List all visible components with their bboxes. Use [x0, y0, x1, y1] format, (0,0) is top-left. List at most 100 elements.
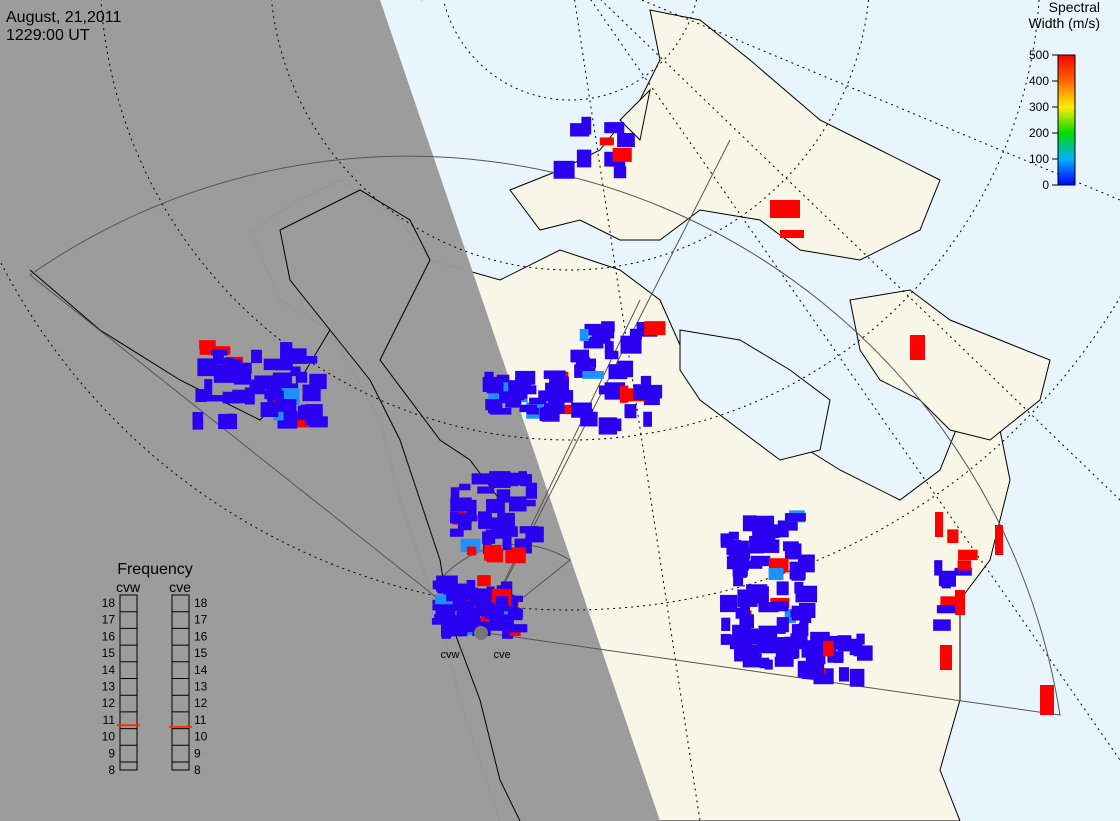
echo-cell [226, 413, 235, 422]
echo-cell [466, 499, 477, 517]
echo-cell [954, 567, 972, 576]
site-label: cve [493, 649, 510, 661]
echo-cell [784, 513, 806, 522]
echo-cell [478, 511, 492, 529]
echo-cell [477, 486, 495, 494]
echo-cell [608, 364, 628, 380]
echo-cell [509, 496, 527, 512]
echo-cell [940, 645, 952, 670]
echo-cell [776, 581, 789, 596]
echo-cell [213, 350, 224, 365]
echo-cell [239, 365, 248, 372]
echo-cell [604, 350, 619, 360]
echo-cell [471, 473, 492, 485]
echo-cell [192, 412, 204, 430]
echo-cell [617, 133, 635, 148]
radar-echoes [192, 116, 1054, 715]
echo-cell [721, 617, 731, 631]
echo-cell [487, 403, 500, 414]
echo-cell [947, 529, 959, 544]
echo-cell [525, 526, 544, 543]
echo-cell [599, 137, 614, 146]
echo-cell [754, 515, 775, 532]
echo-cell [211, 349, 228, 356]
echo-cell [505, 547, 526, 564]
echo-cell [748, 560, 763, 569]
colorbar-tick-label: 0 [1042, 178, 1049, 192]
echo-cell [776, 617, 789, 633]
echo-cell [849, 668, 865, 687]
echo-cell [640, 375, 652, 387]
echo-cell [732, 568, 748, 577]
echo-cell [602, 324, 615, 339]
echo-cell [199, 348, 209, 355]
echo-cell [629, 328, 642, 340]
echo-cell [507, 624, 528, 633]
echo-cell [525, 482, 537, 499]
echo-cell [485, 529, 503, 539]
echo-cell [808, 659, 825, 675]
echo-cell [780, 230, 804, 238]
echo-cell [795, 624, 805, 632]
echo-cell [935, 512, 943, 537]
echo-cell [501, 619, 514, 631]
echo-cell [955, 590, 965, 615]
echo-cell [490, 407, 512, 415]
frequency-tick-label: 13 [102, 680, 116, 694]
echo-cell [500, 526, 518, 537]
echo-cell [1040, 685, 1054, 715]
frequency-tick-label: 11 [194, 713, 207, 727]
echo-cell [958, 549, 978, 561]
echo-cell [477, 575, 491, 587]
echo-cell [849, 638, 860, 656]
echo-cell [777, 637, 793, 653]
echo-cell [489, 471, 511, 488]
echo-cell [823, 640, 834, 657]
echo-cell [459, 483, 471, 491]
echo-cell [579, 328, 589, 342]
echo-cell [581, 358, 597, 368]
echo-cell [598, 385, 611, 395]
echo-cell [612, 147, 632, 162]
echo-cell [750, 653, 762, 661]
echo-cell [515, 387, 525, 401]
echo-cell [434, 614, 445, 623]
echo-cell [580, 411, 598, 427]
echo-cell [538, 390, 557, 402]
echo-cell [468, 607, 481, 625]
echo-cell [295, 371, 308, 383]
echo-cell [497, 512, 515, 529]
frequency-tick-label: 18 [102, 596, 116, 610]
echo-cell [309, 416, 328, 428]
echo-cell [620, 335, 642, 354]
echo-cell [555, 404, 577, 415]
radar-name: cve [169, 579, 191, 595]
echo-cell [467, 589, 488, 600]
echo-cell [619, 385, 629, 403]
echo-cell [957, 560, 972, 571]
echo-cell [543, 370, 566, 379]
echo-cell [195, 389, 207, 403]
echo-cell [515, 370, 536, 385]
echo-cell [435, 594, 453, 605]
echo-cell [857, 645, 873, 661]
echo-cell [789, 641, 804, 650]
echo-cell [300, 355, 318, 364]
echo-cell [777, 520, 789, 538]
echo-cell [440, 618, 463, 637]
echo-cell [837, 635, 852, 652]
echo-cell [790, 610, 805, 618]
echo-cell [784, 608, 796, 624]
echo-cell [644, 321, 666, 336]
echo-cell [197, 358, 217, 377]
echo-cell [447, 583, 469, 601]
echo-cell [205, 395, 227, 402]
echo-cell [486, 382, 504, 394]
echo-cell [720, 633, 731, 645]
colorbar-tick-label: 100 [1029, 152, 1049, 166]
echo-cell [936, 605, 957, 614]
frequency-tick-label: 16 [102, 629, 116, 643]
echo-cell [450, 511, 459, 524]
frequency-tick-label: 9 [194, 746, 201, 760]
echo-cell [771, 601, 789, 612]
